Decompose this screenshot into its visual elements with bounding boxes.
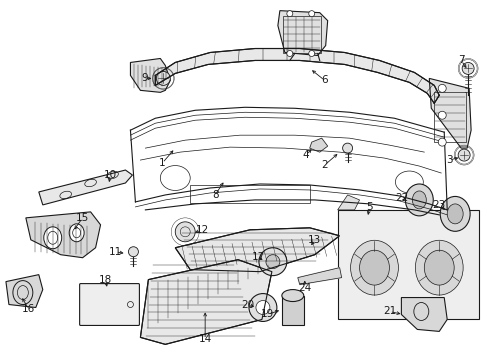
Ellipse shape [414, 240, 462, 295]
Text: 2: 2 [321, 160, 327, 170]
Text: 5: 5 [366, 202, 372, 212]
Text: 16: 16 [22, 305, 36, 315]
Circle shape [128, 247, 138, 257]
Circle shape [259, 248, 286, 276]
Text: 1: 1 [159, 158, 165, 168]
Text: 23: 23 [432, 200, 445, 210]
Polygon shape [6, 275, 42, 307]
Text: 3: 3 [445, 155, 451, 165]
Circle shape [286, 50, 292, 57]
Polygon shape [26, 212, 101, 258]
Ellipse shape [69, 224, 84, 242]
Text: 19: 19 [261, 310, 274, 319]
Ellipse shape [359, 250, 388, 285]
FancyBboxPatch shape [80, 284, 139, 325]
Circle shape [461, 62, 473, 75]
Text: 12: 12 [195, 225, 208, 235]
Polygon shape [155, 49, 438, 103]
Polygon shape [337, 195, 359, 210]
Polygon shape [309, 138, 327, 152]
Ellipse shape [411, 191, 426, 209]
Text: 8: 8 [211, 190, 218, 200]
Text: 20: 20 [241, 300, 254, 310]
Bar [190, 185, 309, 203]
Text: 24: 24 [298, 283, 311, 293]
Circle shape [248, 293, 276, 321]
Text: 17: 17 [251, 252, 264, 262]
Ellipse shape [281, 289, 303, 302]
Circle shape [437, 138, 446, 146]
Text: 21: 21 [382, 306, 395, 316]
Polygon shape [39, 170, 132, 205]
Text: 22: 22 [394, 193, 407, 203]
Bar [282, 15, 320, 54]
Circle shape [308, 11, 314, 17]
Text: 18: 18 [99, 275, 112, 285]
Text: 10: 10 [104, 170, 117, 180]
Polygon shape [428, 78, 470, 148]
Polygon shape [297, 268, 341, 285]
Ellipse shape [44, 227, 61, 249]
Text: 4: 4 [302, 150, 308, 160]
Bar [337, 210, 478, 319]
Circle shape [265, 255, 279, 269]
Text: 15: 15 [76, 213, 89, 223]
Circle shape [437, 84, 446, 92]
Ellipse shape [405, 184, 432, 216]
Circle shape [286, 11, 292, 17]
Text: 11: 11 [109, 247, 122, 257]
Circle shape [175, 222, 195, 242]
Ellipse shape [350, 240, 398, 295]
Bar [433, 92, 465, 142]
Polygon shape [175, 228, 339, 272]
Polygon shape [277, 11, 327, 55]
Text: 13: 13 [307, 235, 321, 245]
Polygon shape [130, 58, 170, 92]
Text: 9: 9 [141, 73, 147, 84]
Circle shape [255, 301, 269, 315]
Ellipse shape [424, 250, 453, 285]
Text: 14: 14 [198, 334, 211, 345]
Bar [281, 296, 303, 325]
Circle shape [156, 71, 170, 85]
Ellipse shape [447, 204, 462, 224]
Polygon shape [401, 298, 447, 332]
Text: 7: 7 [457, 55, 464, 66]
Text: 6: 6 [321, 75, 327, 85]
Circle shape [457, 149, 469, 161]
Circle shape [437, 111, 446, 119]
Polygon shape [140, 260, 271, 345]
Ellipse shape [439, 197, 469, 231]
Circle shape [342, 143, 352, 153]
Circle shape [308, 50, 314, 57]
